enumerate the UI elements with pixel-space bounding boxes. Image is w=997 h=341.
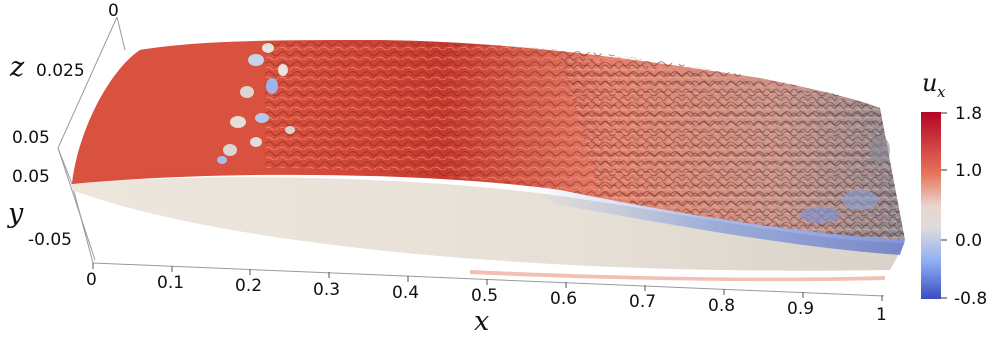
x-tick-10: 1: [876, 305, 887, 325]
airfoil-underside: [72, 177, 905, 271]
x-tick-9: 0.9: [787, 299, 814, 319]
x-tick-1: 0.1: [157, 273, 184, 293]
y-tick-1: 0.05: [12, 167, 50, 187]
z-tick-1: 0.025: [36, 61, 85, 81]
axis-frame: [57, 16, 885, 297]
colorbar-title-subscript: x: [937, 83, 946, 101]
colorbar-tick-1: 1.0: [955, 161, 982, 181]
x-tick-4: 0.4: [392, 283, 419, 303]
underside-blue-region: [520, 185, 905, 255]
x-tick-5: 0.5: [471, 286, 498, 306]
x-tick-3: 0.3: [313, 280, 340, 300]
y-axis-letter: y: [7, 198, 24, 229]
colorbar-tick-3: -0.8: [954, 289, 987, 309]
colorbar-tick-2: 0.0: [955, 231, 982, 251]
x-tick-0: 0: [86, 270, 97, 290]
x-axis-ticks: [92, 263, 883, 301]
colorbar-gradient: [921, 112, 941, 299]
colorbar-title-symbol: u: [922, 69, 937, 97]
x-tick-2: 0.2: [235, 276, 262, 296]
x-tick-8: 0.8: [708, 296, 735, 316]
x-tick-7: 0.7: [629, 292, 656, 312]
colorbar-tick-0: 1.8: [955, 104, 982, 124]
transition-spots: [217, 43, 295, 164]
z-axis-letter: z: [9, 52, 25, 83]
y-tick-0: 0.05: [12, 128, 50, 148]
x-axis-letter: x: [474, 306, 489, 337]
z-tick-0: 0: [108, 1, 119, 21]
x-tick-6: 0.6: [550, 289, 577, 309]
colorbar: u x 1.8 1.0 0.0 -0.8: [921, 69, 987, 309]
y-tick-2: -0.05: [28, 230, 72, 250]
